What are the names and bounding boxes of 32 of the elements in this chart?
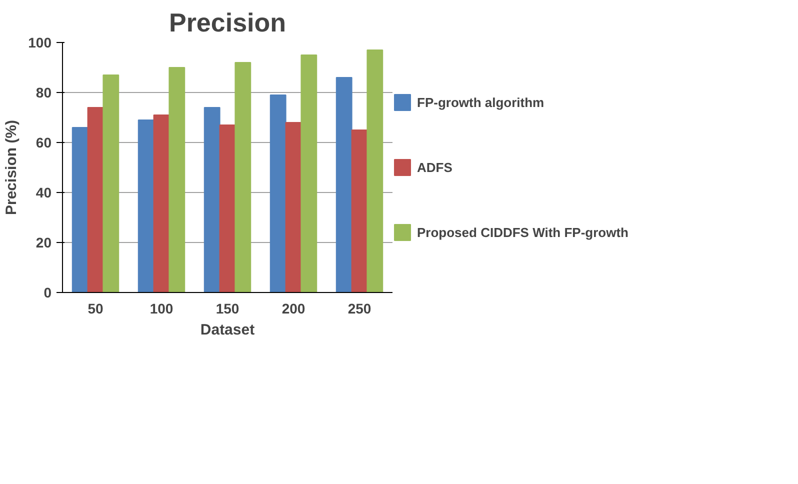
- bar: [351, 130, 368, 292]
- y-tick-label: 0: [44, 284, 52, 300]
- x-tick-label: 250: [348, 300, 372, 316]
- y-tick-label: 80: [36, 84, 52, 100]
- bar: [300, 54, 318, 292]
- bar: [153, 114, 170, 292]
- x-tick-label: 50: [88, 300, 104, 316]
- bar: [336, 77, 352, 292]
- bar: [72, 127, 88, 292]
- chart-title: Precision: [168, 8, 286, 38]
- y-tick-label: 20: [36, 234, 52, 250]
- legend-label: Proposed CIDDFS With FP-growth: [417, 224, 628, 240]
- bar: [168, 67, 186, 292]
- y-tick-label: 100: [28, 34, 52, 50]
- x-tick-label: 200: [282, 300, 306, 316]
- bar: [87, 107, 104, 292]
- x-tick-label: 100: [150, 300, 174, 316]
- y-tick-label: 60: [36, 134, 52, 150]
- x-axis-title: Dataset: [200, 322, 255, 338]
- bar: [270, 94, 286, 292]
- bar: [138, 120, 154, 292]
- y-axis-title: Precision (%): [3, 120, 20, 216]
- x-tick-label: 150: [216, 300, 240, 316]
- bar: [366, 50, 384, 292]
- bar: [285, 122, 302, 292]
- legend-label: ADFS: [417, 160, 452, 174]
- bar: [234, 62, 252, 292]
- bar: [219, 124, 236, 292]
- y-tick-label: 40: [36, 184, 52, 200]
- legend-label: FP-growth algorithm: [417, 94, 544, 110]
- bar: [102, 74, 120, 292]
- bar: [204, 107, 220, 292]
